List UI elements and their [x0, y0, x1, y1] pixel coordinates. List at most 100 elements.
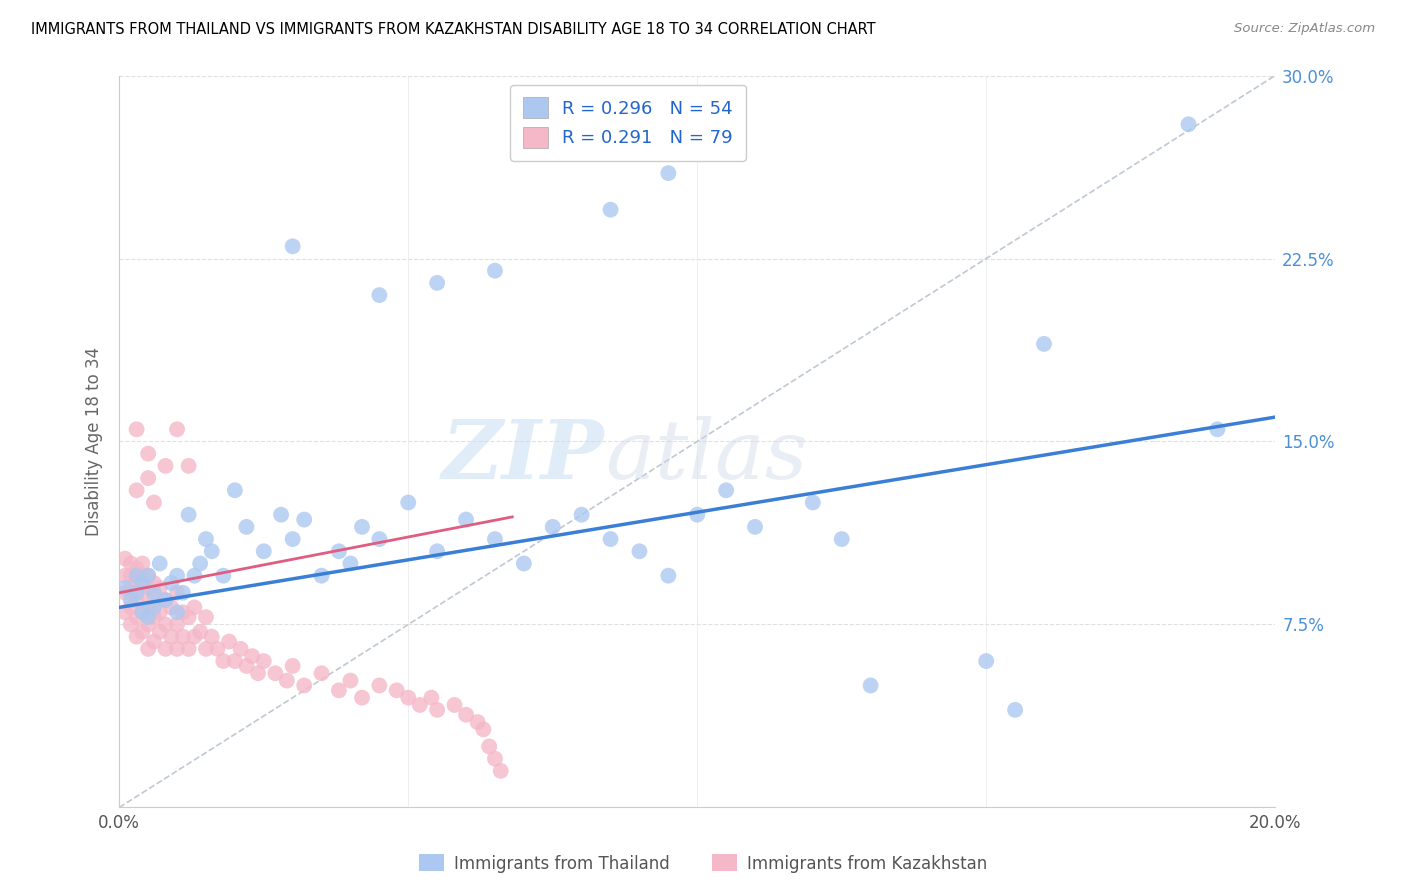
Point — [166, 568, 188, 582]
Point — [478, 739, 501, 754]
Point — [443, 698, 465, 712]
Point — [194, 641, 217, 656]
Point — [166, 641, 188, 656]
Text: IMMIGRANTS FROM THAILAND VS IMMIGRANTS FROM KAZAKHSTAN DISABILITY AGE 18 TO 34 C: IMMIGRANTS FROM THAILAND VS IMMIGRANTS F… — [31, 22, 876, 37]
Text: atlas: atlas — [605, 417, 807, 496]
Point — [142, 634, 165, 648]
Point — [166, 586, 188, 600]
Point — [120, 568, 142, 582]
Point — [120, 557, 142, 571]
Point — [714, 483, 737, 498]
Point — [177, 508, 200, 522]
Point — [409, 698, 432, 712]
Point — [484, 752, 506, 766]
Point — [974, 654, 997, 668]
Point — [131, 586, 153, 600]
Point — [136, 610, 159, 624]
Point — [368, 678, 391, 692]
Point — [125, 593, 148, 607]
Point — [235, 520, 257, 534]
Point — [229, 641, 252, 656]
Point — [142, 600, 165, 615]
Point — [311, 666, 333, 681]
Point — [420, 690, 443, 705]
Point — [350, 520, 373, 534]
Point — [136, 641, 159, 656]
Point — [183, 568, 205, 582]
Point — [142, 495, 165, 509]
Point — [155, 641, 177, 656]
Point — [328, 683, 350, 698]
Point — [599, 202, 621, 217]
Point — [120, 600, 142, 615]
Point — [160, 630, 183, 644]
Point — [339, 673, 361, 688]
Point — [224, 654, 246, 668]
Point — [125, 610, 148, 624]
Point — [218, 634, 240, 648]
Point — [166, 617, 188, 632]
Point — [136, 581, 159, 595]
Point — [177, 458, 200, 473]
Point — [149, 624, 172, 639]
Point — [136, 617, 159, 632]
Point — [131, 576, 153, 591]
Point — [120, 581, 142, 595]
Point — [513, 557, 536, 571]
Point — [281, 532, 304, 546]
Point — [172, 605, 194, 619]
Point — [131, 605, 153, 619]
Point — [155, 593, 177, 607]
Point — [136, 471, 159, 485]
Point — [142, 593, 165, 607]
Point — [292, 512, 315, 526]
Point — [831, 532, 853, 546]
Point — [264, 666, 287, 681]
Point — [686, 508, 709, 522]
Point — [292, 678, 315, 692]
Point — [136, 568, 159, 582]
Point — [166, 605, 188, 619]
Point — [426, 276, 449, 290]
Point — [368, 532, 391, 546]
Point — [125, 576, 148, 591]
Point — [489, 764, 512, 778]
Point — [1033, 337, 1056, 351]
Point — [166, 422, 188, 436]
Point — [160, 576, 183, 591]
Point — [125, 561, 148, 575]
Point — [541, 520, 564, 534]
Point — [246, 666, 269, 681]
Point — [426, 544, 449, 558]
Point — [136, 568, 159, 582]
Point — [472, 723, 495, 737]
Text: Source: ZipAtlas.com: Source: ZipAtlas.com — [1234, 22, 1375, 36]
Point — [114, 551, 136, 566]
Point — [142, 586, 165, 600]
Point — [212, 654, 235, 668]
Point — [188, 557, 211, 571]
Point — [114, 568, 136, 582]
Point — [183, 630, 205, 644]
Point — [194, 610, 217, 624]
Point — [125, 483, 148, 498]
Point — [131, 605, 153, 619]
Point — [131, 557, 153, 571]
Point — [467, 714, 489, 729]
Point — [155, 617, 177, 632]
Point — [212, 568, 235, 582]
Point — [1206, 422, 1229, 436]
Y-axis label: Disability Age 18 to 34: Disability Age 18 to 34 — [86, 347, 103, 536]
Legend: R = 0.296   N = 54, R = 0.291   N = 79: R = 0.296 N = 54, R = 0.291 N = 79 — [510, 85, 745, 161]
Point — [207, 641, 229, 656]
Point — [160, 600, 183, 615]
Point — [149, 581, 172, 595]
Legend: Immigrants from Thailand, Immigrants from Kazakhstan: Immigrants from Thailand, Immigrants fro… — [412, 847, 994, 880]
Point — [396, 690, 419, 705]
Point — [125, 422, 148, 436]
Point — [136, 447, 159, 461]
Point — [281, 239, 304, 253]
Point — [328, 544, 350, 558]
Point — [188, 624, 211, 639]
Point — [120, 617, 142, 632]
